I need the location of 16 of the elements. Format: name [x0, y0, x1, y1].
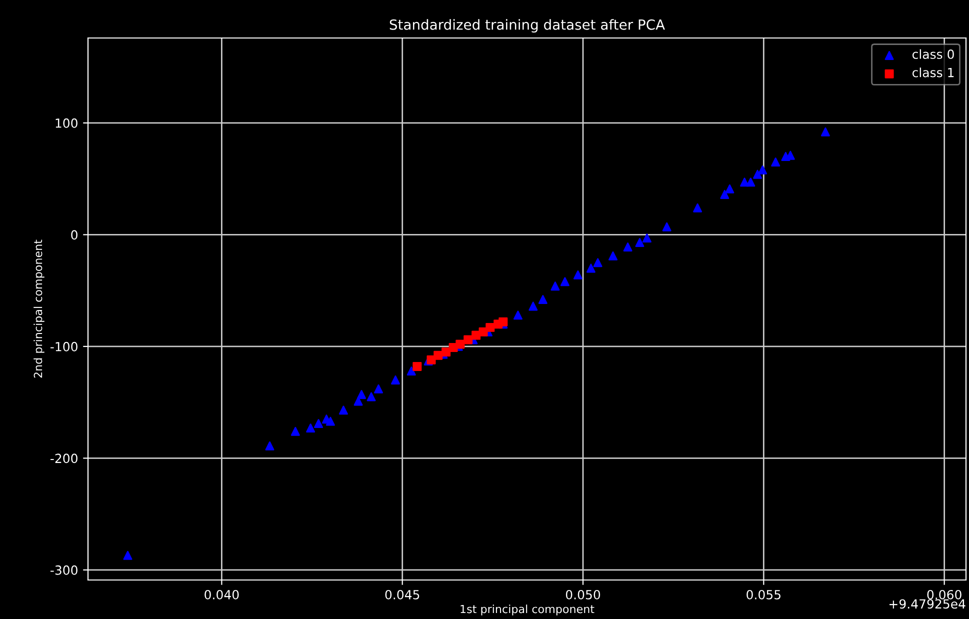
x-tick-label: 0.060: [927, 590, 962, 600]
x-axis-title: 1st principal component: [460, 604, 594, 616]
x-tick-label: 0.050: [566, 590, 600, 600]
text: +9.47925e4: [890, 599, 966, 609]
y-axis-title: 2nd principal component: [34, 240, 44, 378]
y-tick-label: -100: [50, 342, 78, 352]
x-tick-label: 0.055: [746, 590, 780, 600]
y-tick-label: 0: [71, 230, 78, 240]
legend-label: class 1: [912, 68, 954, 78]
y-tick-label: -200: [50, 454, 78, 464]
chart-title: Standardized training dataset after PCA: [390, 19, 665, 33]
y-tick-label: -300: [50, 565, 78, 575]
x-tick-label: 0.045: [385, 590, 420, 600]
legend-label: class 0: [912, 49, 954, 59]
x-tick-label: 0.040: [204, 590, 239, 600]
y-tick-label: 100: [56, 118, 78, 128]
